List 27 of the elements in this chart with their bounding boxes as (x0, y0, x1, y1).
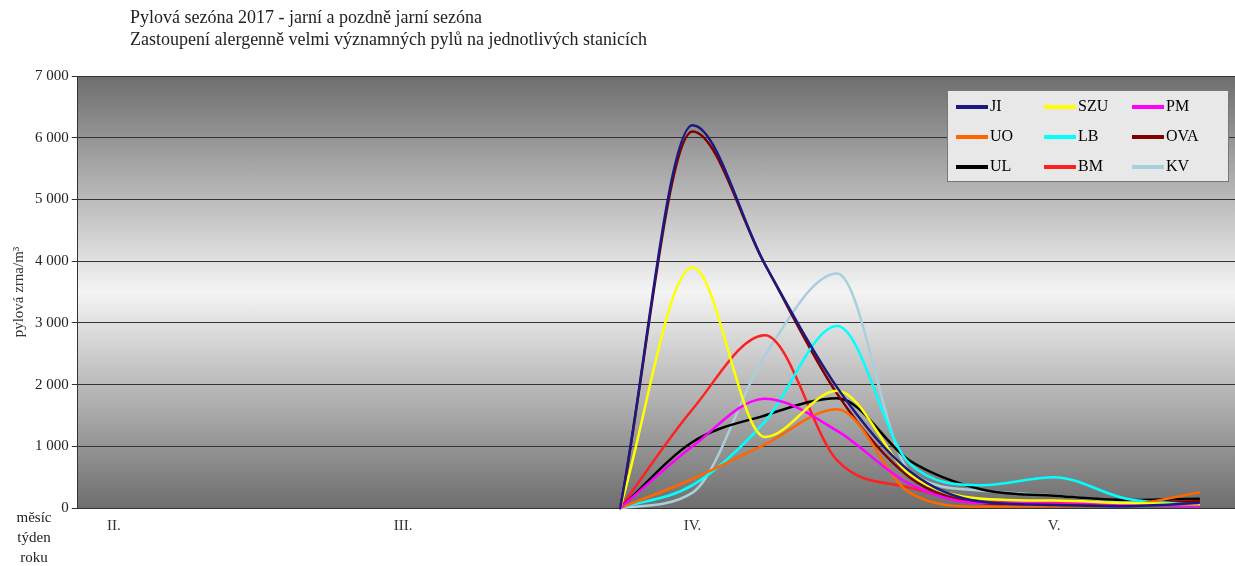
y-axis-title: pylová zrna/m³ (9, 246, 26, 338)
y-tick-label: 4 000 (35, 252, 69, 269)
y-tick-label: 7 000 (35, 66, 69, 83)
legend-label: KV (1165, 157, 1191, 175)
legend-label: UO (989, 127, 1015, 145)
y-tick-label: 2 000 (35, 375, 69, 392)
x-tick-label: IV. (683, 516, 702, 533)
x-tick-label: III. (393, 516, 413, 533)
legend-label: BM (1077, 157, 1104, 175)
legend-label: LB (1077, 127, 1100, 145)
y-tick-label: 5 000 (35, 190, 69, 207)
y-tick-label: 1 000 (35, 437, 69, 454)
chart-title: Pylová sezóna 2017 - jarní a pozdně jarní sezóna (130, 6, 483, 28)
chart-subtitle: Zastoupení alergenně velmi významných pylů na jednotlivých stanicích (130, 28, 648, 50)
legend-label: JI (989, 97, 1003, 115)
x-tick-label: II. (107, 516, 121, 533)
legend-label: SZU (1077, 97, 1110, 115)
y-tick-label: 3 000 (35, 313, 69, 330)
text: týden (16, 528, 52, 547)
text: roku (19, 548, 49, 566)
y-tick-label: 6 000 (35, 128, 69, 145)
legend-label: OVA (1165, 127, 1200, 145)
y-tick-label: 0 (61, 498, 69, 515)
text: měsíc (15, 508, 53, 527)
legend-label: PM (1165, 97, 1191, 115)
legend-label: UL (989, 157, 1013, 175)
x-tick-label: V. (1047, 516, 1061, 533)
